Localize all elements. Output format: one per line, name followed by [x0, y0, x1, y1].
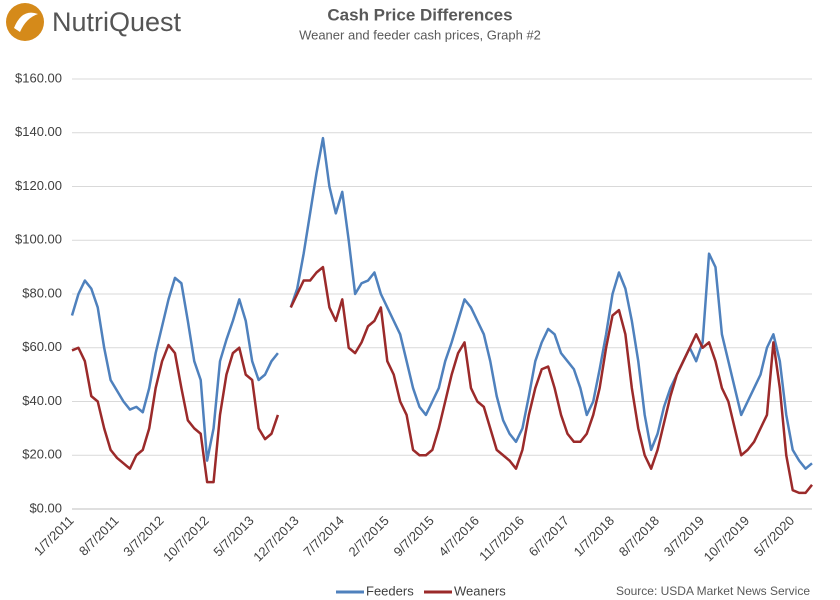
- x-tick-label: 12/7/2013: [250, 513, 302, 565]
- y-tick-label: $60.00: [22, 339, 62, 354]
- logo-text: NutriQuest: [52, 7, 182, 37]
- x-tick-label: 11/7/2016: [476, 513, 527, 564]
- x-tick-label: 9/7/2015: [391, 513, 437, 559]
- x-tick-label: 8/7/2018: [616, 513, 662, 559]
- y-tick-label: $120.00: [15, 178, 62, 193]
- logo-leaf: [14, 12, 38, 33]
- x-tick-label: 7/7/2014: [300, 513, 346, 559]
- y-tick-label: $20.00: [22, 447, 62, 462]
- x-tick-label: 10/7/2019: [701, 513, 753, 565]
- legend-label: Weaners: [454, 583, 506, 598]
- y-tick-label: $40.00: [22, 393, 62, 408]
- y-tick-label: $140.00: [15, 124, 62, 139]
- x-tick-label: 3/7/2012: [120, 513, 166, 559]
- chart-subtitle: Weaner and feeder cash prices, Graph #2: [299, 27, 541, 42]
- x-tick-label: 1/7/2011: [31, 513, 77, 559]
- series-line: [71, 265, 813, 495]
- y-tick-label: $0.00: [29, 500, 62, 515]
- x-tick-label: 2/7/2015: [345, 513, 391, 559]
- y-tick-label: $160.00: [15, 70, 62, 85]
- x-tick-label: 3/7/2019: [661, 513, 707, 559]
- x-tick-label: 8/7/2011: [76, 513, 122, 559]
- x-tick-label: 6/7/2017: [526, 513, 572, 559]
- x-tick-label: 1/7/2018: [571, 513, 617, 559]
- x-tick-label: 5/7/2013: [210, 513, 256, 559]
- series-line: [70, 136, 813, 470]
- y-tick-label: $100.00: [15, 232, 62, 247]
- y-tick-label: $80.00: [22, 285, 62, 300]
- x-tick-label: 5/7/2020: [751, 513, 797, 559]
- legend-label: Feeders: [366, 583, 414, 598]
- x-tick-label: 4/7/2016: [436, 513, 482, 559]
- source-note: Source: USDA Market News Service: [616, 584, 810, 598]
- x-tick-label: 10/7/2012: [160, 513, 212, 565]
- chart-title: Cash Price Differences: [327, 5, 512, 24]
